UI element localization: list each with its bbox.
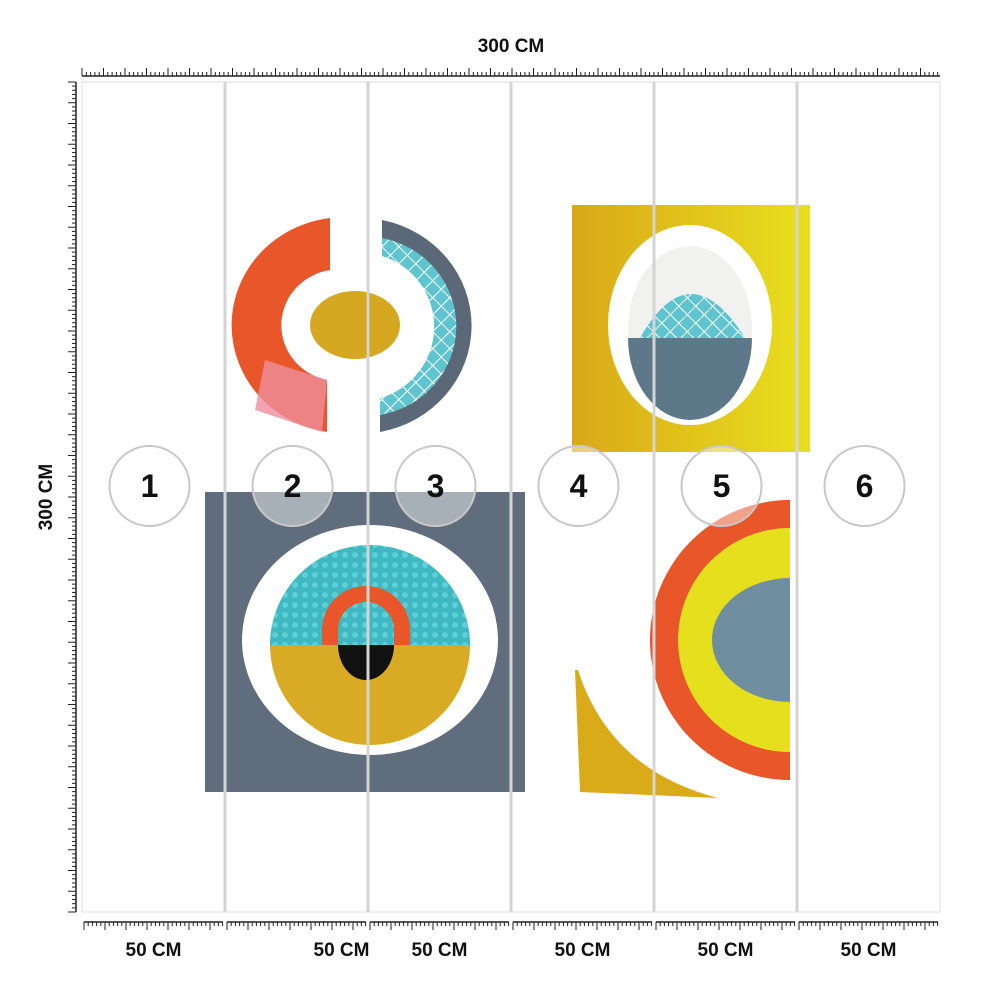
height-label: 300 CM [36,464,57,531]
panel-width: 50 CM [314,940,370,961]
blue-disk [712,578,790,702]
width-label: 300 CM [478,36,545,57]
panel-width: 50 CM [555,940,611,961]
yellow-half [270,645,470,745]
panel-width: 50 CM [126,940,182,961]
pink-patch [255,360,327,432]
panel-width: 50 CM [698,940,754,961]
panel-seams [81,81,941,913]
panel-width: 50 CM [841,940,897,961]
gray-arc [380,220,472,432]
gray-half [628,338,752,420]
panel-number: 2 [284,468,302,504]
panel-width: 50 CM [412,940,468,961]
panel-badge [823,445,906,527]
panel-number: 6 [856,468,874,504]
teal-dome [640,294,745,338]
panel-badge [251,445,334,527]
panel-badge [108,445,191,527]
artwork [205,205,810,798]
panel-badge [394,445,477,527]
orange-arch [322,586,410,645]
panel-number: 4 [570,468,588,504]
panel-number: 3 [427,468,445,504]
black-half [338,645,394,680]
rulers [68,68,940,930]
yellow-sliver [575,670,718,798]
teal-arc [380,238,457,415]
yellow-oval [310,291,400,359]
panel-number: 1 [141,468,159,504]
panel-badge [680,445,763,527]
panel-badge [537,445,620,527]
panel-number: 5 [713,468,731,504]
